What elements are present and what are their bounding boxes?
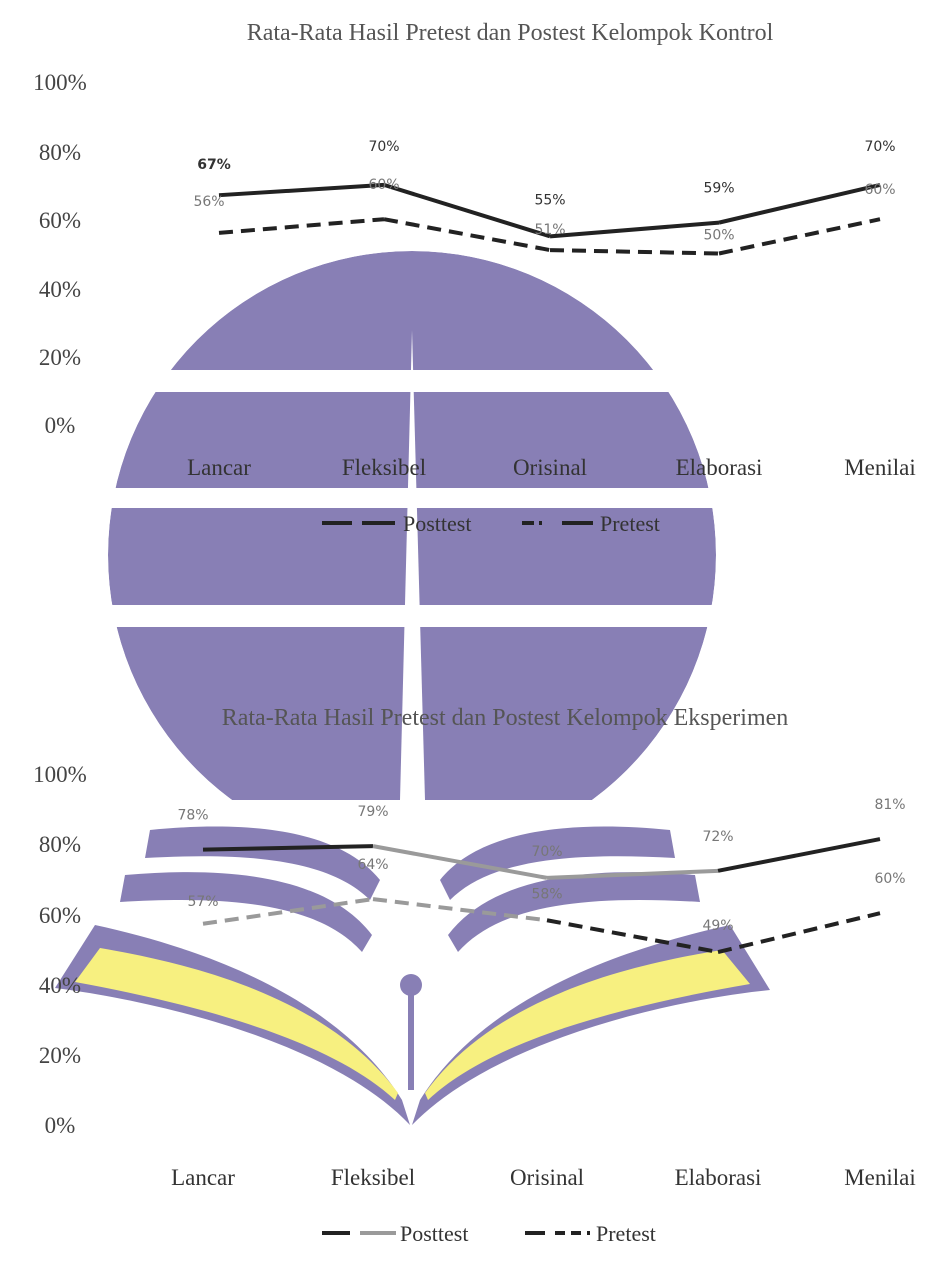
chart-title: Rata-Rata Hasil Pretest dan Postest Kelo… [247, 20, 774, 46]
series-line-pretest [717, 911, 881, 954]
series-line-pretest [546, 918, 719, 954]
y-tick-label: 60% [39, 903, 81, 928]
series-line-pretest [383, 217, 551, 253]
series-line-pretest [549, 248, 720, 256]
y-tick-label: 40% [39, 973, 81, 998]
data-label-posttest: 70% [531, 844, 562, 860]
y-tick-label: 80% [39, 832, 81, 857]
data-label-posttest: 78% [177, 808, 208, 824]
chart-eksperimen: Rata-Rata Hasil Pretest dan Postest Kelo… [33, 705, 916, 1246]
data-label-pretest: 57% [187, 894, 218, 910]
data-label-posttest: 59% [703, 181, 734, 197]
data-label-pretest: 49% [702, 918, 733, 934]
x-tick-label: Lancar [171, 1165, 235, 1190]
data-label-posttest: 70% [864, 139, 895, 155]
data-label-pretest: 56% [193, 194, 224, 210]
data-label-pretest: 51% [534, 222, 565, 238]
data-label-pretest: 60% [864, 182, 895, 198]
chart-title: Rata-Rata Hasil Pretest dan Postest Kelo… [222, 705, 789, 731]
x-tick-label: Elaborasi [676, 455, 763, 480]
x-tick-label: Menilai [844, 455, 916, 480]
y-tick-label: 80% [39, 140, 81, 165]
y-tick-label: 100% [33, 762, 87, 787]
series-line-posttest [549, 220, 720, 239]
data-label-posttest: 70% [368, 139, 399, 155]
data-label-pretest: 64% [357, 857, 388, 873]
series-layer: 78% 79% 70% 72% 81% 57% 64% 58% 49% 60% [177, 797, 906, 954]
legend-label-posttest: Posttest [403, 511, 471, 536]
data-label-pretest: 58% [531, 886, 562, 902]
chart-kontrol: Rata-Rata Hasil Pretest dan Postest Kelo… [33, 20, 916, 536]
x-tick-label: Fleksibel [331, 1165, 415, 1190]
y-axis-ticks: 100% 80% 60% 40% 20% 0% [33, 70, 87, 438]
data-label-posttest: 67% [197, 157, 231, 173]
data-label-posttest: 55% [534, 192, 565, 208]
data-label-posttest: 79% [357, 804, 388, 820]
series-layer: 67% 70% 55% 59% 70% 56% 60% 51% 50% 60% [193, 139, 896, 256]
y-tick-label: 0% [45, 413, 76, 438]
series-line-posttest [202, 844, 374, 852]
x-tick-label: Orisinal [513, 455, 587, 480]
series-line-posttest [717, 837, 881, 873]
series-line-posttest [718, 182, 881, 225]
x-tick-label: Lancar [187, 455, 251, 480]
legend: Posttest Pretest [322, 1221, 656, 1246]
series-line-posttest [546, 868, 719, 880]
series-line-pretest [718, 217, 881, 256]
x-axis-ticks: Lancar Fleksibel Orisinal Elaborasi Meni… [171, 1165, 916, 1190]
y-axis-ticks: 100% 80% 60% 40% 20% 0% [33, 762, 87, 1138]
y-tick-label: 0% [45, 1113, 76, 1138]
legend-label-pretest: Pretest [600, 511, 660, 536]
data-label-pretest: 60% [368, 177, 399, 193]
y-tick-label: 20% [39, 345, 81, 370]
y-tick-label: 100% [33, 70, 87, 95]
legend-label-posttest: Posttest [400, 1221, 468, 1246]
series-line-posttest [383, 182, 551, 239]
y-tick-label: 60% [39, 208, 81, 233]
legend: Posttest Pretest [322, 511, 660, 536]
series-line-posttest [372, 844, 548, 880]
open-book-emblem-icon [55, 251, 770, 1125]
x-axis-ticks: Lancar Fleksibel Orisinal Elaborasi Meni… [187, 455, 916, 480]
legend-label-pretest: Pretest [596, 1221, 656, 1246]
y-tick-label: 40% [39, 277, 81, 302]
data-label-posttest: 72% [702, 829, 733, 845]
x-tick-label: Menilai [844, 1165, 916, 1190]
series-line-pretest [372, 897, 548, 923]
data-label-pretest: 50% [703, 228, 734, 244]
data-label-posttest: 81% [874, 797, 905, 813]
y-tick-label: 20% [39, 1043, 81, 1068]
x-tick-label: Fleksibel [342, 455, 426, 480]
series-line-pretest [218, 217, 385, 235]
series-line-posttest [218, 182, 385, 198]
x-tick-label: Elaborasi [675, 1165, 762, 1190]
series-line-pretest [202, 897, 374, 926]
x-tick-label: Orisinal [510, 1165, 584, 1190]
data-label-pretest: 60% [874, 871, 905, 887]
